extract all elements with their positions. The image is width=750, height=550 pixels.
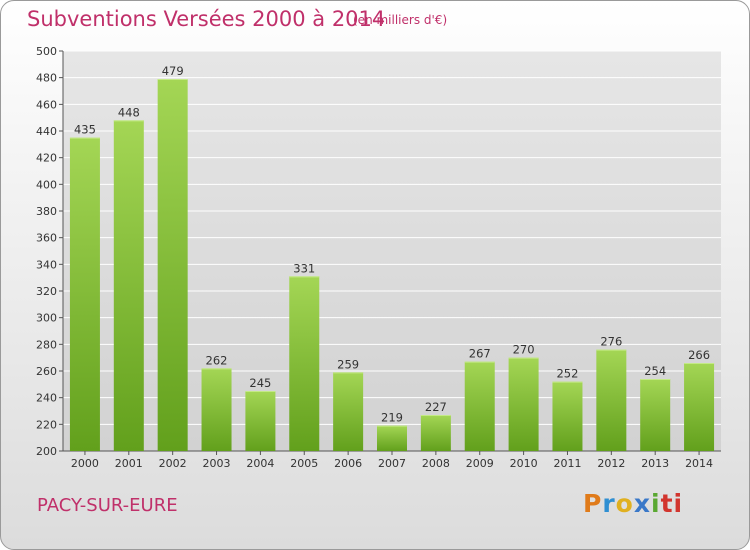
x-tick-label: 2011	[553, 457, 581, 470]
bar-value-label: 276	[600, 335, 622, 349]
y-tick-label: 320	[36, 285, 57, 298]
y-tick-label: 460	[36, 98, 57, 111]
x-tick-label: 2008	[422, 457, 450, 470]
x-tick-label: 2014	[685, 457, 713, 470]
y-tick-label: 200	[36, 445, 57, 458]
logo-letter: i	[651, 489, 661, 518]
bar-value-label: 252	[556, 367, 578, 381]
bar-value-label: 227	[425, 400, 447, 414]
bar	[684, 363, 715, 451]
bar	[157, 79, 188, 451]
bar	[640, 379, 671, 451]
y-tick-label: 380	[36, 205, 57, 218]
x-tick-label: 2003	[203, 457, 231, 470]
y-tick-label: 420	[36, 152, 57, 165]
x-tick-label: 2010	[510, 457, 538, 470]
y-tick-label: 300	[36, 312, 57, 325]
x-tick-label: 2009	[466, 457, 494, 470]
bar	[69, 137, 100, 451]
y-tick-label: 280	[36, 338, 57, 351]
bar	[333, 372, 364, 451]
y-tick-label: 260	[36, 365, 57, 378]
logo-letter: P	[583, 489, 603, 518]
bar-value-label: 448	[118, 105, 140, 119]
bar-value-label: 262	[206, 353, 228, 367]
logo-letter: r	[602, 489, 616, 518]
x-tick-label: 2012	[597, 457, 625, 470]
chart-title: Subventions Versées 2000 à 2014	[27, 7, 386, 31]
y-tick-label: 220	[36, 418, 57, 431]
bar-value-label: 259	[337, 357, 359, 371]
bar-value-label: 219	[381, 411, 403, 425]
commune-name: PACY-SUR-EURE	[37, 495, 178, 516]
bar-value-label: 331	[293, 261, 315, 275]
chart-subtitle: (en milliers d'€)	[353, 13, 448, 27]
logo-letter: x	[633, 489, 651, 518]
bar	[420, 415, 451, 451]
y-tick-label: 360	[36, 232, 57, 245]
y-tick-label: 500	[36, 45, 57, 58]
y-tick-label: 480	[36, 72, 57, 85]
x-tick-label: 2004	[246, 457, 274, 470]
bar-value-label: 267	[469, 347, 491, 361]
bar	[113, 120, 144, 451]
x-tick-label: 2007	[378, 457, 406, 470]
bar-value-label: 266	[688, 348, 710, 362]
bar-value-label: 245	[249, 376, 271, 390]
bar-value-label: 254	[644, 364, 666, 378]
bar	[464, 361, 495, 451]
x-tick-label: 2000	[71, 457, 99, 470]
bar-value-label: 479	[162, 64, 184, 78]
logo-letter: o	[615, 489, 634, 518]
proxiti-logo: Proxiti	[583, 489, 683, 518]
bar-value-label: 435	[74, 123, 96, 137]
x-tick-label: 2006	[334, 457, 362, 470]
bar	[289, 276, 320, 451]
bar	[201, 368, 232, 451]
x-tick-label: 2002	[159, 457, 187, 470]
x-tick-label: 2001	[115, 457, 143, 470]
x-tick-label: 2013	[641, 457, 669, 470]
bar	[596, 349, 627, 451]
logo-letter: ti	[660, 489, 684, 518]
x-tick-label: 2005	[290, 457, 318, 470]
bar	[508, 357, 539, 451]
y-tick-label: 240	[36, 392, 57, 405]
bar-value-label: 270	[513, 343, 535, 357]
bar	[552, 381, 583, 451]
y-tick-label: 440	[36, 125, 57, 138]
y-tick-label: 400	[36, 178, 57, 191]
y-tick-label: 340	[36, 258, 57, 271]
bar	[377, 425, 407, 451]
bar	[245, 391, 276, 451]
